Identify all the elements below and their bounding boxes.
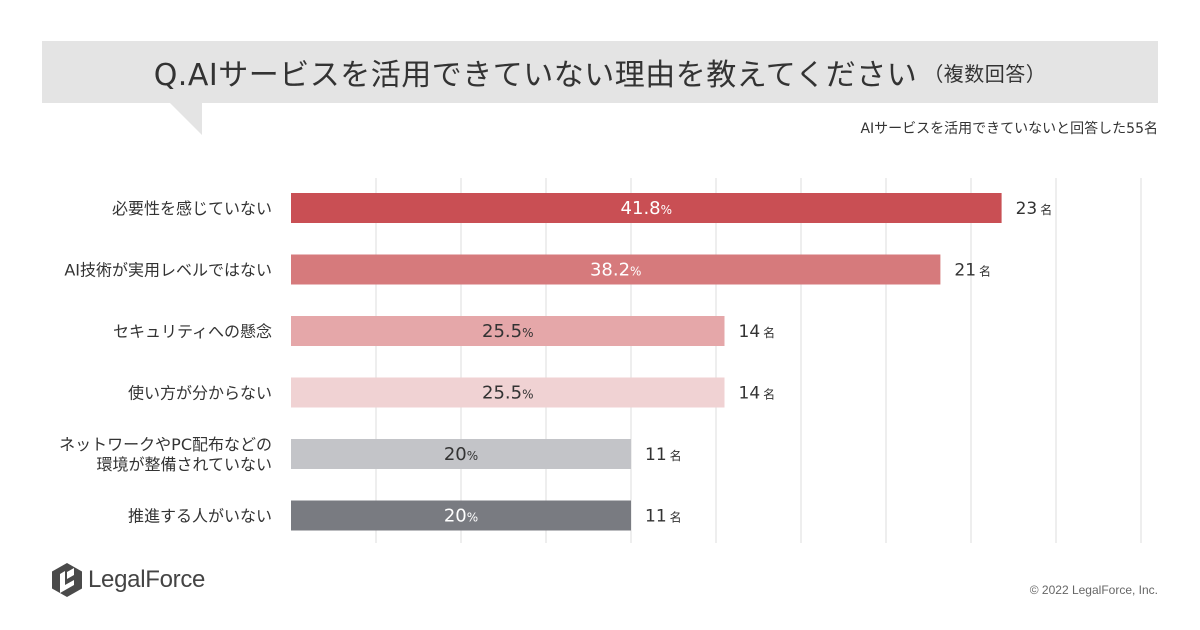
bar bbox=[291, 254, 941, 285]
speech-bubble-tail bbox=[170, 103, 202, 135]
legalforce-logo-icon bbox=[52, 563, 82, 597]
bar-value-label: 20% bbox=[444, 444, 478, 465]
category-label: 環境が整備されていない bbox=[96, 455, 272, 474]
bar bbox=[291, 316, 725, 346]
category-label: セキュリティへの懸念 bbox=[113, 322, 272, 341]
brand-logo: LegalForce bbox=[52, 563, 205, 597]
category-label: 必要性を感じていない bbox=[112, 199, 272, 218]
category-label: 使い方が分からない bbox=[128, 384, 272, 403]
title-question: Q.AIサービスを活用できていない理由を教えてください bbox=[153, 58, 918, 93]
chart-title: Q.AIサービスを活用できていない理由を教えてください （複数回答） bbox=[42, 41, 1158, 103]
bar-value-label: 25.5% bbox=[482, 321, 533, 342]
bar-count-label: 21 名 bbox=[954, 261, 991, 281]
category-label: 推進する人がいない bbox=[128, 507, 272, 526]
bar-value-label: 38.2% bbox=[590, 260, 641, 281]
logo-text: LegalForce bbox=[88, 566, 206, 593]
title-note: （複数回答） bbox=[923, 61, 1047, 86]
bar-count-label: 23 名 bbox=[1016, 199, 1053, 219]
bar-count-label: 14 名 bbox=[739, 322, 776, 342]
bar bbox=[291, 500, 631, 531]
category-label: ネットワークやPC配布などの bbox=[59, 435, 272, 454]
title-banner: Q.AIサービスを活用できていない理由を教えてください （複数回答） bbox=[42, 41, 1158, 103]
bar-count-label: 11 名 bbox=[645, 507, 682, 527]
copyright: © 2022 LegalForce, Inc. bbox=[1029, 583, 1158, 597]
bar-count-label: 11 名 bbox=[645, 445, 682, 465]
bar bbox=[291, 377, 725, 408]
bar bbox=[291, 439, 631, 469]
bar bbox=[291, 193, 1002, 223]
category-label: AI技術が実用レベルではない bbox=[64, 261, 272, 280]
bar-value-label: 41.8% bbox=[621, 198, 672, 219]
bar-value-label: 25.5% bbox=[482, 383, 533, 404]
bar-count-label: 14 名 bbox=[739, 384, 776, 404]
respondents-note: AIサービスを活用できていないと回答した55名 bbox=[860, 121, 1158, 137]
bar-value-label: 20% bbox=[444, 506, 478, 527]
